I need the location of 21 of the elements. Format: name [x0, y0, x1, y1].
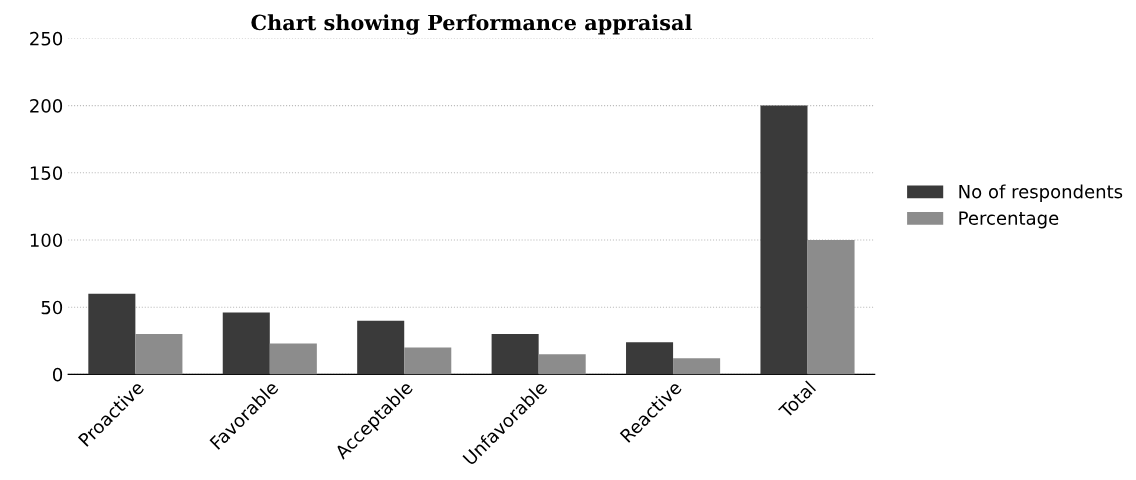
bar [807, 240, 855, 375]
bar [222, 312, 270, 375]
legend-label: Percentage [959, 211, 1059, 229]
bar [404, 347, 452, 375]
bar [357, 320, 405, 375]
legend-label: No of respondents [959, 184, 1123, 202]
y-tick-label: 0 [53, 367, 63, 382]
bar [88, 293, 136, 375]
bar [760, 105, 808, 375]
bar [269, 343, 317, 375]
bar [673, 358, 721, 375]
y-tick-label: 100 [30, 233, 63, 248]
y-tick-label: 150 [30, 166, 63, 180]
bar [626, 342, 674, 375]
chart-title: Chart showing Performance appraisal [251, 14, 692, 35]
y-tick-label: 250 [30, 31, 63, 46]
bar [135, 334, 183, 375]
y-tick-label: 50 [41, 300, 63, 315]
bar [538, 354, 586, 375]
bar [491, 334, 539, 375]
y-tick-label: 200 [30, 99, 63, 113]
